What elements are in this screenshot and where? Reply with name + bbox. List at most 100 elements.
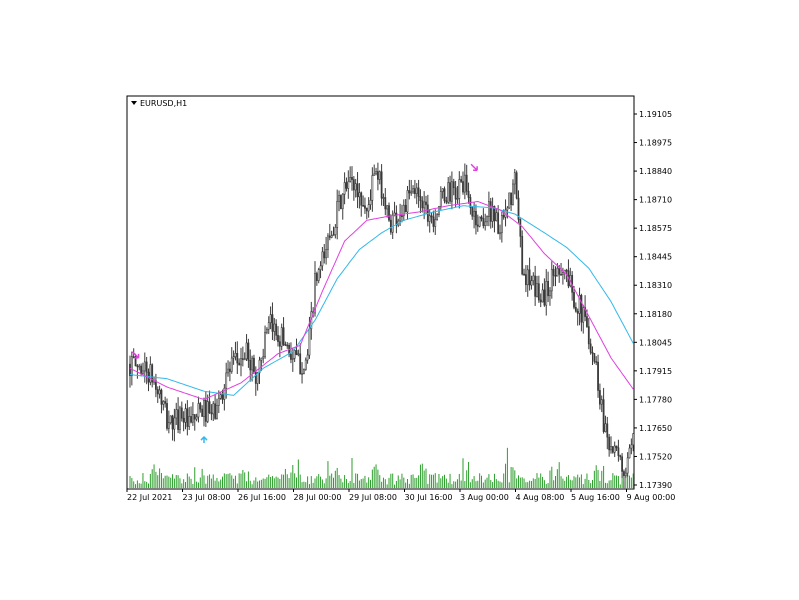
candle-body: [369, 199, 372, 206]
candle-body: [493, 206, 496, 222]
candle-body: [315, 273, 318, 281]
candle-body: [478, 216, 481, 227]
candle-body: [378, 171, 381, 180]
candle-body: [371, 175, 374, 201]
candle-body: [240, 358, 242, 366]
candle-body: [238, 362, 241, 366]
candle-body: [182, 417, 185, 423]
candle-body: [297, 353, 300, 356]
candle-body: [521, 236, 524, 275]
candle-body: [341, 193, 344, 210]
candle-body: [269, 314, 272, 324]
candle-body: [630, 444, 633, 449]
candle-body: [484, 221, 487, 226]
candle-body: [460, 179, 463, 182]
candle-body: [617, 447, 620, 456]
candle-body: [598, 390, 601, 405]
candle-body: [530, 280, 533, 286]
candle-body: [432, 216, 435, 227]
candle-body: [497, 212, 500, 234]
candle-body: [314, 273, 316, 314]
candle-body: [404, 204, 407, 213]
candle-body: [299, 353, 302, 375]
candle-body: [193, 414, 196, 420]
candle-body: [169, 415, 172, 423]
candle-body: [151, 364, 154, 383]
candle-body: [256, 372, 259, 384]
candle-body: [604, 423, 607, 432]
candle-body: [500, 215, 503, 234]
candle-body: [338, 195, 340, 202]
candle-body: [336, 200, 339, 228]
candle-body: [301, 373, 303, 375]
candle-body: [458, 179, 461, 199]
candle-body: [253, 357, 255, 373]
x-tick-label: 23 Jul 08:00: [183, 493, 231, 502]
candle-body: [155, 380, 157, 390]
candle-body: [613, 445, 616, 453]
candle-body: [195, 416, 198, 420]
candle-body: [452, 181, 455, 189]
candle-body: [558, 267, 561, 275]
candle-body: [351, 176, 353, 180]
candle-body: [271, 314, 274, 332]
candle-body: [258, 359, 261, 374]
candle-body: [308, 328, 311, 356]
x-axis: 22 Jul 2021 23 Jul 08:00 26 Jul 16:00 28 Ju…: [126, 489, 675, 502]
candle-body: [580, 295, 583, 323]
candle-body: [536, 283, 538, 297]
x-tick-label: 28 Jul 00:00: [294, 493, 342, 502]
candle-body: [388, 205, 390, 221]
candle-body: [626, 457, 629, 474]
candle-body: [389, 219, 392, 233]
candle-body: [249, 360, 252, 371]
candle-body: [574, 306, 577, 312]
candle-body: [186, 408, 189, 427]
candle-body: [582, 307, 585, 323]
candle-body: [175, 409, 178, 419]
candle-body: [445, 200, 448, 203]
candle-body: [482, 218, 485, 226]
candle-body: [149, 364, 152, 383]
candle-body: [319, 265, 322, 270]
candle-body: [365, 207, 368, 212]
candle-body: [206, 401, 209, 422]
candle-body: [628, 447, 631, 459]
candle-body: [349, 176, 352, 182]
candle-body: [264, 331, 266, 358]
candle-body: [443, 188, 446, 202]
candle-body: [164, 401, 167, 404]
candle-body: [241, 358, 244, 360]
candle-body: [367, 204, 370, 212]
sell-arrow-icon: [132, 351, 140, 359]
candle-body: [330, 235, 333, 238]
candle-body: [376, 171, 379, 180]
candle-body: [584, 307, 587, 317]
candle-body: [547, 281, 550, 297]
candle-body: [543, 289, 546, 306]
candle-body: [132, 356, 135, 358]
candle-body: [606, 423, 609, 438]
candle-body: [506, 207, 509, 211]
plot-frame: [126, 95, 635, 490]
candle-body: [624, 472, 627, 476]
candle-body: [232, 356, 235, 359]
candle-body: [491, 206, 494, 222]
y-tick-label: 1.17780: [639, 395, 672, 404]
candle-body: [597, 361, 599, 391]
candle-body: [410, 191, 413, 194]
candle-body: [225, 372, 228, 389]
candle-body: [290, 353, 292, 360]
y-axis: 1.19105 1.18975 1.18840 1.18710 1.18575 1.184…: [634, 110, 672, 490]
candle-body: [201, 408, 204, 417]
candle-body: [528, 269, 531, 286]
candle-body: [471, 207, 474, 217]
candle-body: [502, 215, 505, 218]
candle-body: [591, 351, 594, 354]
symbol-dropdown-icon[interactable]: [131, 101, 137, 105]
candle-body: [260, 357, 263, 361]
x-tick-label: 3 Aug 00:00: [460, 493, 509, 502]
candle-body: [517, 197, 520, 220]
y-tick-label: 1.18445: [639, 253, 672, 262]
